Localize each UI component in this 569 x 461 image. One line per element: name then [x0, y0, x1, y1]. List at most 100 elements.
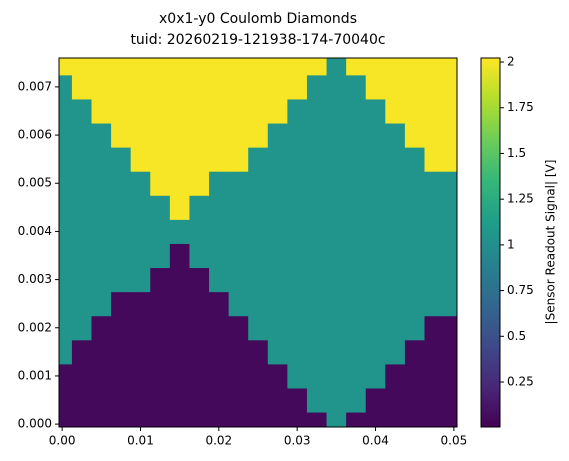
heatmap-cell [169, 243, 190, 269]
heatmap-cell [346, 58, 367, 76]
heatmap-cell [111, 219, 132, 244]
heatmap-cell [189, 74, 210, 100]
heatmap-cell [424, 195, 445, 220]
heatmap-cell [130, 58, 151, 76]
colorbar-tick-label: 0.75 [507, 283, 534, 297]
heatmap-cell [306, 98, 328, 124]
heatmap-cell [130, 291, 151, 317]
heatmap-cell [189, 363, 210, 389]
heatmap-cell [189, 171, 210, 196]
heatmap-cell [150, 58, 171, 76]
y-tick-label: 0.000 [18, 417, 52, 431]
heatmap-cell [424, 339, 445, 365]
heatmap-cell [71, 98, 93, 124]
heatmap-cell [169, 123, 190, 148]
heatmap-cell [169, 171, 190, 196]
y-tick-label: 0.002 [18, 320, 52, 334]
heatmap-cell [169, 219, 190, 244]
heatmap-cell [228, 339, 249, 365]
heatmap-cell [444, 58, 457, 76]
heatmap-cell [59, 267, 73, 293]
heatmap-cell [111, 58, 132, 76]
heatmap-cell [365, 315, 386, 341]
heatmap-cell [404, 171, 425, 196]
heatmap-cell [346, 243, 367, 269]
heatmap-cell [385, 267, 406, 293]
heatmap-cell [130, 98, 151, 124]
heatmap-cell [306, 171, 328, 196]
heatmap-cell [111, 291, 132, 317]
heatmap-cell [326, 147, 347, 172]
heatmap-cell [130, 219, 151, 244]
heatmap-cell [169, 315, 190, 341]
heatmap-cell [444, 363, 457, 389]
heatmap-cell [444, 267, 457, 293]
heatmap-cell [326, 387, 347, 413]
heatmap-cell [91, 267, 112, 293]
heatmap-cell [228, 387, 249, 413]
heatmap-cell [326, 219, 347, 244]
heatmap-cell [91, 98, 112, 124]
heatmap-cell [209, 387, 230, 413]
heatmap-cell [59, 339, 73, 365]
heatmap-cell [404, 219, 425, 244]
heatmap-cell [59, 98, 73, 124]
y-tick-label: 0.005 [18, 176, 52, 190]
heatmap-cell [228, 123, 249, 148]
heatmap-cell [385, 219, 406, 244]
heatmap-cell [267, 219, 288, 244]
heatmap-cell [228, 98, 249, 124]
heatmap-cell [91, 171, 112, 196]
heatmap-cell [287, 267, 308, 293]
heatmap-cell [306, 147, 328, 172]
heatmap-cell [228, 243, 249, 269]
heatmap-cell [287, 195, 308, 220]
heatmap-cell [150, 147, 171, 172]
heatmap-cell [404, 74, 425, 100]
heatmap-cell [150, 387, 171, 413]
heatmap-cell [71, 339, 93, 365]
heatmap-cell [346, 412, 367, 427]
heatmap-cell [248, 147, 269, 172]
heatmap-cell [130, 147, 151, 172]
colorbar-tick-label: 0.5 [507, 329, 526, 343]
heatmap-cell [365, 363, 386, 389]
heatmap-cell [209, 412, 230, 427]
plot-frame [58, 57, 458, 428]
heatmap-cell [209, 291, 230, 317]
heatmap-cell [267, 98, 288, 124]
heatmap-cell [404, 387, 425, 413]
heatmap-cell [169, 291, 190, 317]
heatmap-cell [267, 58, 288, 76]
heatmap-cell [424, 219, 445, 244]
heatmap-cell [130, 387, 151, 413]
heatmap-cell [365, 387, 386, 413]
heatmap-cell [91, 219, 112, 244]
heatmap-cell [287, 219, 308, 244]
heatmap-cell [169, 387, 190, 413]
heatmap-cell [385, 315, 406, 341]
heatmap-cell [130, 243, 151, 269]
heatmap-cell [130, 171, 151, 196]
heatmap-cell [385, 195, 406, 220]
heatmap-cell [209, 98, 230, 124]
colorbar-tick-label: 1.25 [507, 192, 534, 206]
heatmap-cell [111, 412, 132, 427]
heatmap-cell [404, 412, 425, 427]
heatmap-cell [91, 315, 112, 341]
heatmap-cell [71, 195, 93, 220]
heatmap-cell [444, 387, 457, 413]
heatmap-cell [267, 291, 288, 317]
heatmap-cell [346, 74, 367, 100]
heatmap-cell [306, 243, 328, 269]
heatmap-cell [150, 123, 171, 148]
heatmap-cell [111, 363, 132, 389]
heatmap-cell [169, 267, 190, 293]
heatmap-cell [209, 195, 230, 220]
heatmap-cell [189, 243, 210, 269]
heatmap-cell [150, 195, 171, 220]
heatmap-cell [91, 195, 112, 220]
heatmap-cell [130, 195, 151, 220]
heatmap-cell [306, 58, 328, 76]
y-tick-label: 0.003 [18, 272, 52, 286]
